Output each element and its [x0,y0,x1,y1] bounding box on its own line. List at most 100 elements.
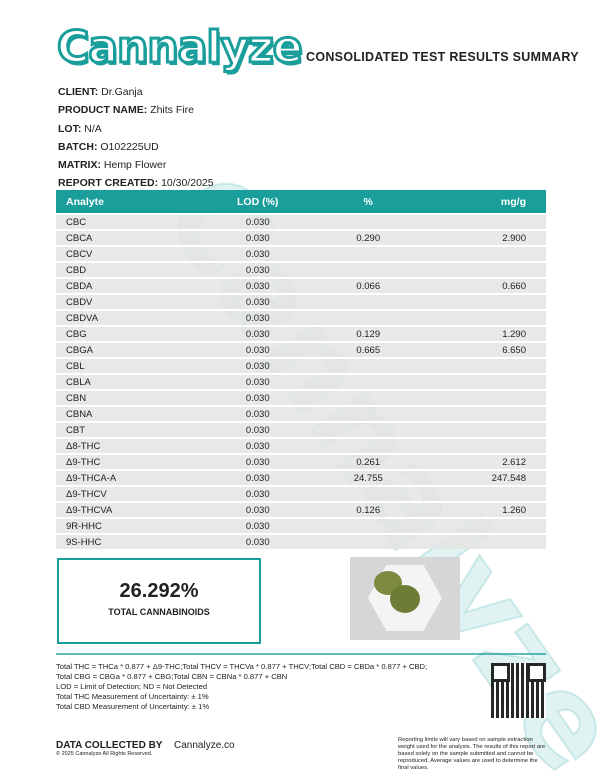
table-row: CBL 0.030 [56,357,546,374]
info-row: BATCH: O102225UD [58,141,214,159]
table-cell: 0.030 [196,373,320,390]
table-row: CBD 0.030 [56,261,546,278]
table-cell [417,421,546,438]
results-table: Analyte LOD (%)% mg/g CBC 0.030 CBCA 0.030 0.2… [56,190,546,549]
table-cell: 0.030 [196,341,320,358]
table-cell: 1.290 [417,325,546,342]
copyright: © 2025 Cannalyze All Rights Reserved. [56,751,153,757]
table-cell: 0.030 [196,277,320,294]
table-cell: Δ9-THCVA [56,501,197,518]
table-row: CBN 0.030 [56,389,546,406]
table-row: CBCA 0.030 0.290 2.900 [56,229,546,246]
note-line: LOD = Limit of Detection; ND = Not Detec… [56,682,208,691]
table-cell: 0.030 [196,421,320,438]
note-line: Total THC Measurement of Uncertainty: ± … [56,692,209,701]
info-row: LOT: N/A [58,123,214,141]
table-cell: CBDA [56,277,197,294]
table-cell: 0.030 [196,501,320,518]
table-cell: 2.900 [417,229,546,246]
table-cell [319,261,418,278]
table-cell: CBLA [56,373,197,390]
table-cell: 1.260 [417,501,546,518]
table-cell: 0.030 [196,213,320,230]
table-cell: 0.030 [196,517,320,534]
table-cell: 0.126 [319,501,418,518]
table-row: CBC 0.030 [56,213,546,230]
table-cell: CBN [56,389,197,406]
table-row: CBGA 0.030 0.665 6.650 [56,341,546,358]
table-cell: 0.030 [196,245,320,262]
table-cell [417,293,546,310]
table-cell [319,373,418,390]
info-value: Dr.Ganja [101,86,143,98]
table-cell: CBC [56,213,197,230]
divider [56,653,546,655]
table-cell: 0.030 [196,469,320,486]
total-value: 26.292% [119,580,199,602]
table-row: 9R-HHC 0.030 [56,517,546,534]
table-cell [417,213,546,230]
table-cell [319,213,418,230]
table-cell: 0.066 [319,277,418,294]
disclaimer: Reporting limits will vary based on samp… [398,737,546,771]
table-cell [319,485,418,502]
info-label: REPORT CREATED: [58,177,159,190]
table-cell [417,389,546,406]
note-line: Total CBD Measurement of Uncertainty: ± … [56,702,210,711]
table-cell: 0.030 [196,453,320,470]
table-cell [319,309,418,326]
table-cell: 0.290 [319,229,418,246]
table-cell: Δ9-THCA-A [56,469,197,486]
table-cell: 6.650 [417,341,546,358]
info-value: Zhits Fire [150,104,194,117]
table-cell [417,485,546,502]
table-cell: 0.030 [196,357,320,374]
table-row: Δ9-THCVA 0.030 0.126 1.260 [56,501,546,518]
table-row: CBG 0.030 0.129 1.290 [56,325,546,342]
table-cell: 247.548 [417,469,546,486]
table-cell [319,405,418,422]
qr-code[interactable] [491,663,546,718]
info-label: PRODUCT NAME: [58,104,148,117]
note-line: Total CBG = CBGa * 0.877 + CBG;Total CBN… [56,672,288,681]
table-cell: 24.755 [319,469,418,486]
table-cell: 0.030 [196,389,320,406]
info-label: CLIENT: [58,86,99,98]
table-cell: 0.030 [196,293,320,310]
table-row: Δ9-THCA-A 0.030 24.755 247.548 [56,469,546,486]
table-cell: CBD [56,261,197,278]
column-header: LOD (%) [196,190,320,214]
column-header: Analyte [56,190,197,214]
table-row: CBDV 0.030 [56,293,546,310]
total-label: TOTAL CANNABINOIDS [108,607,210,617]
table-cell: 0.030 [196,325,320,342]
info-label: LOT: [58,122,82,135]
data-collected-link[interactable]: Cannalyze.co [174,740,235,751]
table-cell: 0.030 [196,437,320,454]
table-cell: 2.612 [417,453,546,470]
table-cell: CBDV [56,293,197,310]
table-cell: Δ8-THC [56,437,197,454]
info-row: MATRIX: Hemp Flower [58,159,214,177]
table-cell [417,357,546,374]
table-cell: 9S-HHC [56,533,197,549]
page-title: CONSOLIDATED TEST RESULTS SUMMARY [306,50,579,64]
table-cell: 0.665 [319,341,418,358]
table-cell [319,293,418,310]
table-cell: 0.030 [196,309,320,326]
table-cell: CBDVA [56,309,197,326]
total-cannabinoids-box: 26.292% TOTAL CANNABINOIDS [57,558,261,644]
table-row: CBT 0.030 [56,421,546,438]
table-cell: Δ9-THC [56,453,197,470]
table-cell: 0.261 [319,453,418,470]
table-row: CBDA 0.030 0.066 0.660 [56,277,546,294]
table-cell: Δ9-THCV [56,485,197,502]
table-cell [417,261,546,278]
notes: Total THC = THCa * 0.877 + Δ9-THC;Total … [56,662,427,712]
table-row: Δ9-THC 0.030 0.261 2.612 [56,453,546,470]
table-cell: 0.030 [196,485,320,502]
table-row: Δ9-THCV 0.030 [56,485,546,502]
sample-info: CLIENT: Dr.Ganja PRODUCT NAME: Zhits Fire… [58,86,214,196]
table-cell: 9R-HHC [56,517,197,534]
